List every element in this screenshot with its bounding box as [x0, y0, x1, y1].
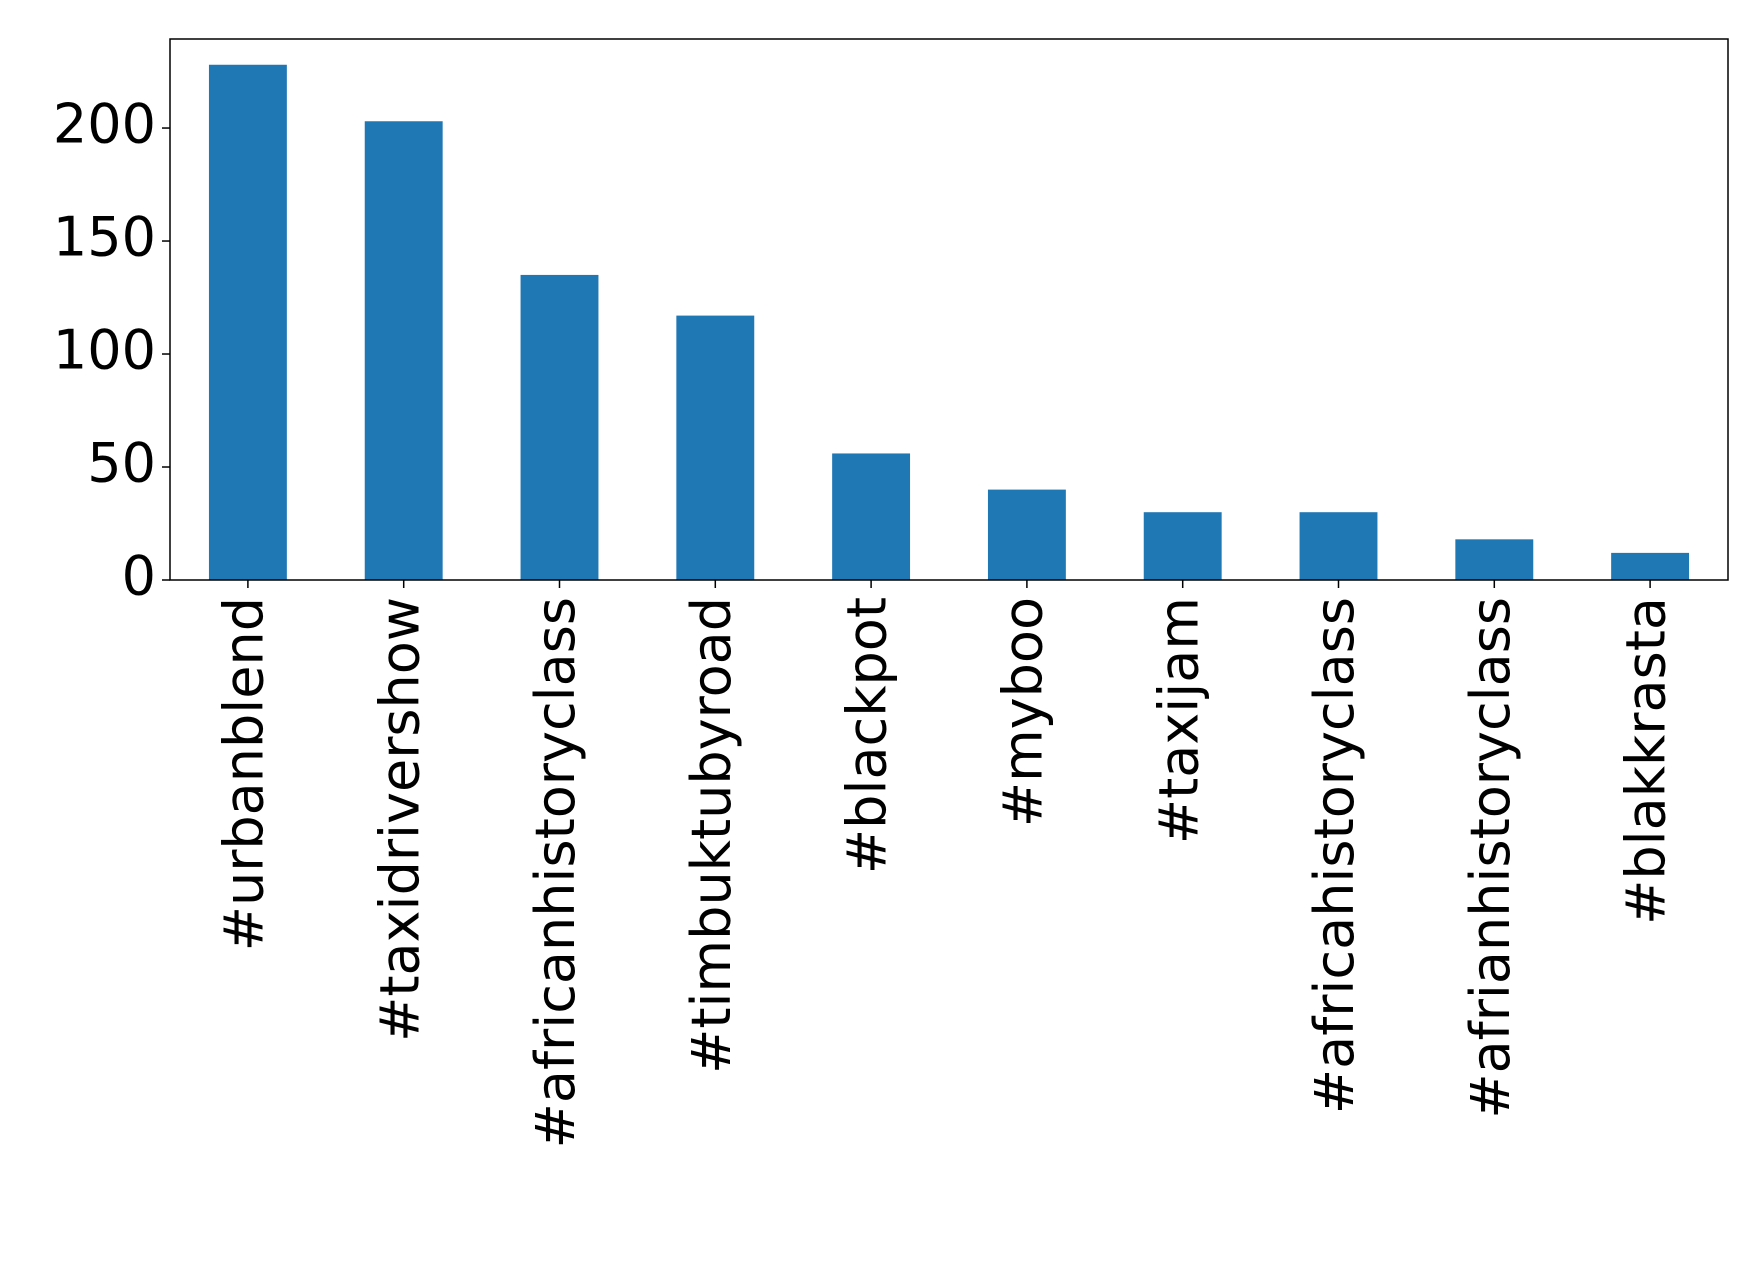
bar [1299, 512, 1378, 580]
y-tick-label: 100 [53, 319, 156, 382]
bar [987, 489, 1066, 580]
y-tick-label: 0 [122, 545, 156, 608]
bar [1611, 552, 1690, 580]
y-tick-label: 50 [87, 432, 156, 495]
x-tick-label: #afrianhistoryclass [1459, 597, 1522, 1119]
x-tick-label: #africanhistoryclass [524, 597, 587, 1148]
x-tick-label: #timbuktubyroad [680, 597, 743, 1074]
x-tick-label: #urbanblend [213, 597, 276, 951]
bar [208, 64, 287, 580]
bar [1143, 512, 1222, 580]
bar [676, 315, 755, 580]
x-tick-label: #blakkrasta [1615, 597, 1678, 925]
bar [1455, 539, 1534, 580]
x-tick-label: #myboo [992, 597, 1055, 827]
x-tick-label: #blackpot [836, 597, 899, 874]
bar [832, 453, 911, 580]
x-tick-label: #africahistoryclass [1303, 597, 1366, 1114]
y-tick-label: 200 [53, 93, 156, 156]
plot-frame [169, 38, 1729, 581]
x-tick-label: #taxijam [1147, 597, 1210, 844]
y-tick-label: 150 [53, 206, 156, 269]
bar [364, 121, 443, 580]
x-tick-label: #taxidrivershow [368, 597, 431, 1042]
bar [520, 274, 599, 580]
